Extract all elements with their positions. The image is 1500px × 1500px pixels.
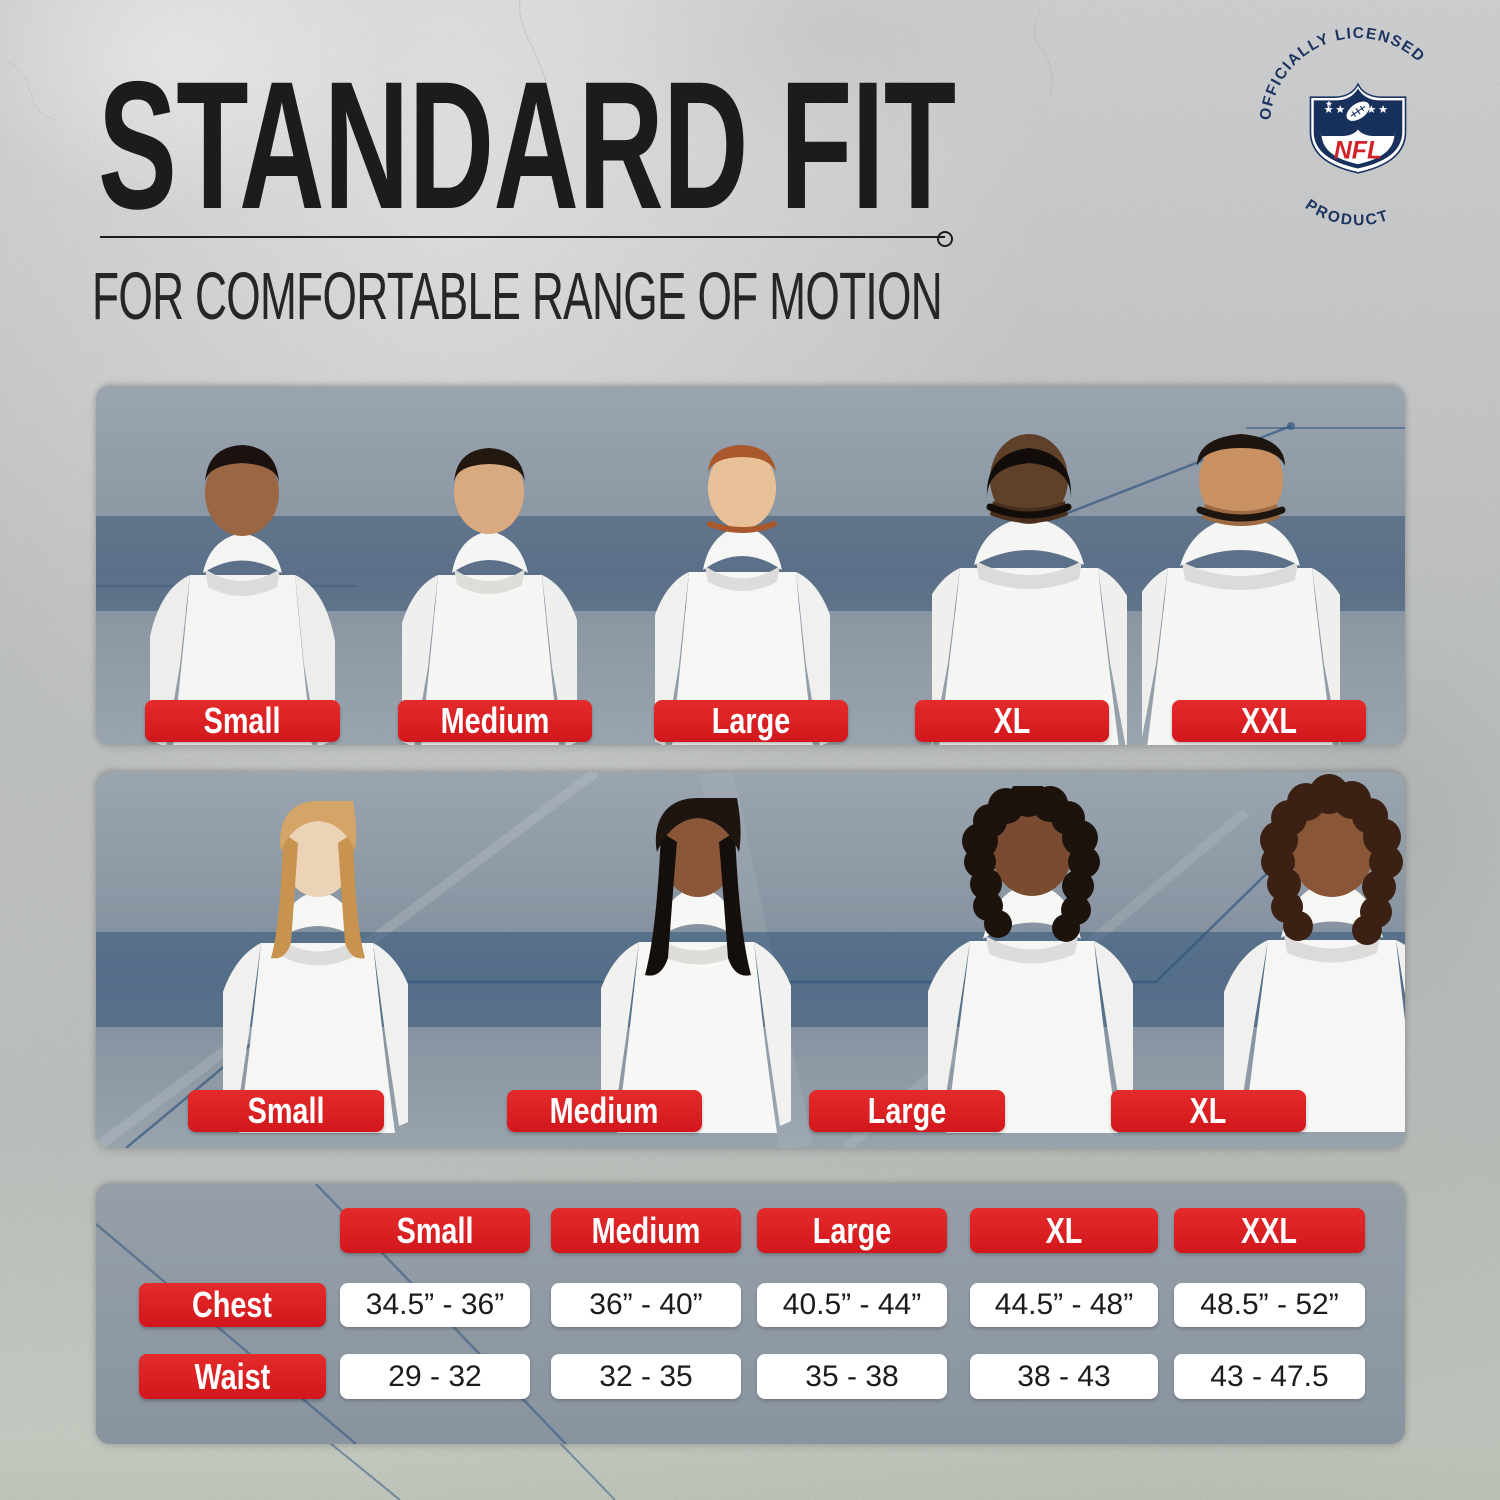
svg-text:PRODUCT: PRODUCT <box>1302 196 1392 229</box>
svg-text:NFL: NFL <box>1334 138 1382 165</box>
